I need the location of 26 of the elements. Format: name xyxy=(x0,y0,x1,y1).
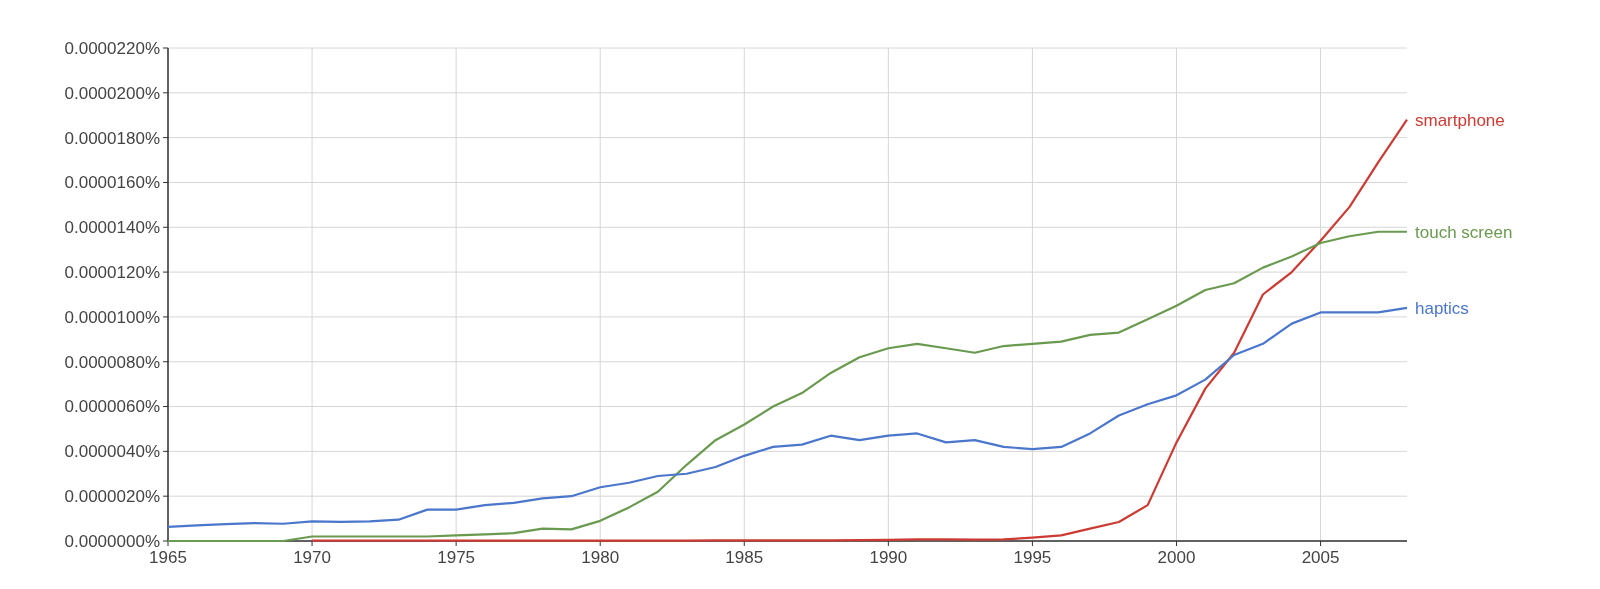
y-tick-label: 0.0000180% xyxy=(64,128,160,148)
y-tick-label: 0.0000100% xyxy=(64,307,160,327)
line-series xyxy=(166,306,1409,528)
y-tick-label: 0.0000220% xyxy=(64,38,160,58)
y-tick-label: 0.0000140% xyxy=(64,218,160,238)
x-tick-label: 1975 xyxy=(437,548,476,567)
y-tick-label: 0.0000160% xyxy=(64,173,160,193)
y-tick-label: 0.0000200% xyxy=(64,83,160,103)
series-label: smartphone xyxy=(1415,110,1505,130)
y-tick-label: 0.0000040% xyxy=(64,442,160,462)
x-tick-label: 1980 xyxy=(581,548,620,567)
x-tick-label: 1970 xyxy=(293,548,331,567)
y-tick-label: 0.0000000% xyxy=(64,531,160,551)
x-tick-label: 1965 xyxy=(149,548,187,567)
series-label: touch screen xyxy=(1415,222,1513,242)
x-tick-label: 1995 xyxy=(1013,548,1052,567)
x-tick-label: 1985 xyxy=(725,548,764,567)
line-series xyxy=(310,118,1409,542)
x-tick-label: 2000 xyxy=(1157,548,1196,567)
y-tick-label: 0.0000020% xyxy=(64,487,160,507)
x-tick-label: 1990 xyxy=(869,548,908,567)
y-tick-label: 0.0000120% xyxy=(64,263,160,283)
x-tick-label: 2005 xyxy=(1301,548,1340,567)
y-tick-label: 0.0000060% xyxy=(64,397,160,417)
series-label: haptics xyxy=(1415,298,1469,318)
y-tick-label: 0.0000080% xyxy=(64,352,160,372)
